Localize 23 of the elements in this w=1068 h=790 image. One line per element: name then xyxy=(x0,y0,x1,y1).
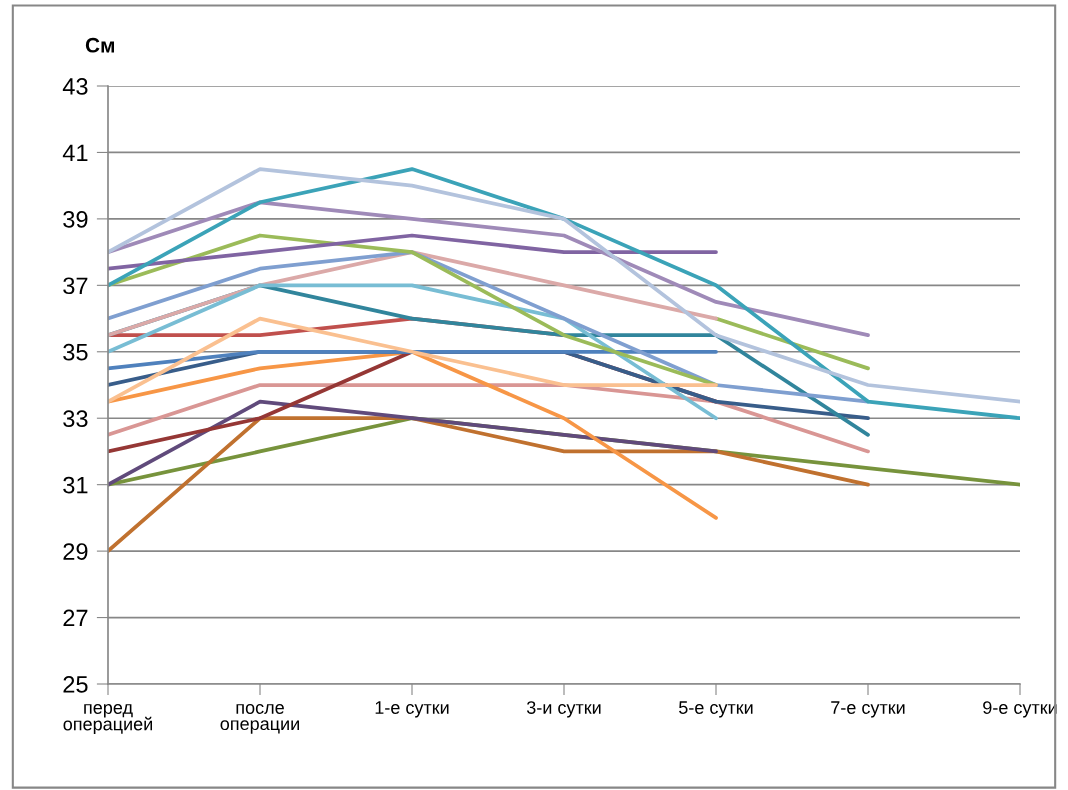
line-series xyxy=(108,316,718,404)
x-tick-label: перед операцией xyxy=(63,704,152,734)
x-tick-label: 7-е сутки xyxy=(831,701,905,718)
line-series xyxy=(108,383,870,454)
y-tick-label: 43 xyxy=(62,78,88,95)
line-series xyxy=(108,283,718,421)
x-tick-label: 1-е сутки xyxy=(375,701,449,718)
y-axis-title: См xyxy=(85,37,114,53)
y-tick-label: 35 xyxy=(63,343,88,361)
y-tick-label: 29 xyxy=(63,543,88,560)
y-tick-label: 33 xyxy=(63,410,88,428)
y-tick-label: 37 xyxy=(63,277,88,295)
x-tick-label: 5-е сутки xyxy=(679,701,753,718)
line-series xyxy=(108,416,870,553)
line-series xyxy=(108,399,718,487)
x-tick-label: после операции xyxy=(220,704,299,734)
y-tick-label: 41 xyxy=(62,144,88,161)
y-tick-label: 27 xyxy=(63,609,88,627)
y-tick-label: 39 xyxy=(63,210,88,228)
line-series xyxy=(108,200,870,338)
y-tick-label: 31 xyxy=(63,476,88,494)
x-tick-label: 3-и сутки xyxy=(526,701,601,718)
y-tick-label: 25 xyxy=(63,676,88,693)
